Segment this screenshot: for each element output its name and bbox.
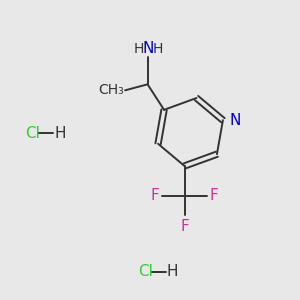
Text: F: F [180, 219, 189, 234]
Text: H: H [134, 42, 144, 56]
Text: H: H [167, 264, 178, 279]
Text: H: H [54, 126, 65, 141]
Text: CH₃: CH₃ [98, 83, 124, 97]
Text: Cl: Cl [138, 264, 153, 279]
Text: F: F [209, 188, 218, 203]
Text: N: N [230, 113, 241, 128]
Text: Cl: Cl [26, 126, 40, 141]
Text: F: F [151, 188, 160, 203]
Text: N: N [143, 41, 154, 56]
Text: H: H [152, 42, 163, 56]
